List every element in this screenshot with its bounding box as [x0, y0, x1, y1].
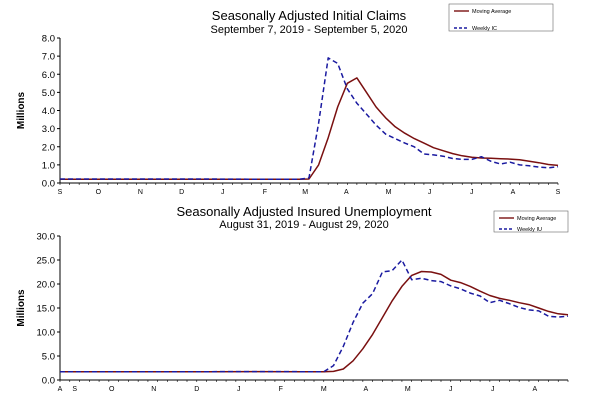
x-tick-label: J — [237, 386, 241, 393]
x-tick-label: O — [96, 189, 102, 196]
legend-box — [493, 210, 569, 233]
x-tick-label: J — [491, 386, 495, 393]
y-axis-label: Millions — [16, 91, 27, 129]
x-tick-label: N — [151, 386, 156, 393]
x-tick-label: N — [138, 189, 143, 196]
y-tick-label: 10.0 — [37, 328, 56, 339]
x-tick-label: D — [194, 386, 199, 393]
chart-subtitle: August 31, 2019 - August 29, 2020 — [219, 219, 388, 231]
x-tick-label: S — [58, 189, 63, 196]
x-tick-label: D — [179, 189, 184, 196]
x-tick-label: J — [470, 189, 474, 196]
y-tick-label: 15.0 — [37, 304, 56, 315]
chart-1: Seasonally Adjusted Initial ClaimsSeptem… — [16, 3, 561, 196]
chart-subtitle: September 7, 2019 - September 5, 2020 — [211, 24, 408, 36]
series-line-moving-average — [60, 270, 569, 373]
legend-box — [448, 3, 554, 32]
y-tick-label: 7.0 — [42, 52, 55, 63]
x-tick-label: S — [72, 386, 77, 393]
legend-label: Moving Average — [517, 216, 556, 222]
y-tick-label: 0.0 — [42, 376, 55, 387]
chart-title: Seasonally Adjusted Insured Unemployment — [176, 204, 431, 219]
legend: Moving Average Weekly IC — [448, 3, 554, 32]
chart-2: Seasonally Adjusted Insured Unemployment… — [16, 204, 569, 393]
x-tick-label: A — [58, 386, 63, 393]
x-tick-label: M — [405, 386, 411, 393]
x-tick-label: A — [363, 386, 368, 393]
legend-label: Weekly IC — [472, 26, 497, 32]
x-tick-label: S — [556, 189, 561, 196]
y-tick-label: 0.0 — [42, 179, 55, 190]
y-tick-label: 5.0 — [42, 352, 55, 363]
y-axis-label: Millions — [16, 289, 27, 327]
chart-title: Seasonally Adjusted Initial Claims — [212, 8, 407, 23]
x-tick-label: J — [428, 189, 432, 196]
legend: Moving Average Weekly IU — [493, 210, 569, 233]
series-line-weekly — [60, 259, 569, 373]
y-tick-label: 8.0 — [42, 34, 55, 45]
x-tick-label: M — [321, 386, 327, 393]
series-line-moving-average — [60, 77, 559, 180]
y-tick-label: 6.0 — [42, 70, 55, 81]
x-tick-label: A — [511, 189, 516, 196]
y-tick-label: 25.0 — [37, 256, 56, 267]
y-tick-label: 5.0 — [42, 88, 55, 99]
y-tick-label: 3.0 — [42, 124, 55, 135]
y-tick-label: 1.0 — [42, 160, 55, 171]
y-tick-label: 30.0 — [37, 232, 56, 243]
x-tick-label: J — [449, 386, 453, 393]
x-tick-label: O — [109, 386, 115, 393]
legend-label: Moving Average — [472, 9, 511, 15]
series-line-weekly — [60, 57, 559, 180]
x-tick-label: J — [221, 189, 225, 196]
y-tick-label: 2.0 — [42, 142, 55, 153]
x-tick-label: F — [279, 386, 283, 393]
x-tick-label: M — [302, 189, 308, 196]
x-tick-label: A — [344, 189, 349, 196]
x-tick-label: F — [263, 189, 267, 196]
y-tick-label: 4.0 — [42, 106, 55, 117]
legend-label: Weekly IU — [517, 227, 542, 233]
y-tick-label: 20.0 — [37, 280, 56, 291]
x-tick-label: M — [386, 189, 392, 196]
x-tick-label: A — [532, 386, 537, 393]
